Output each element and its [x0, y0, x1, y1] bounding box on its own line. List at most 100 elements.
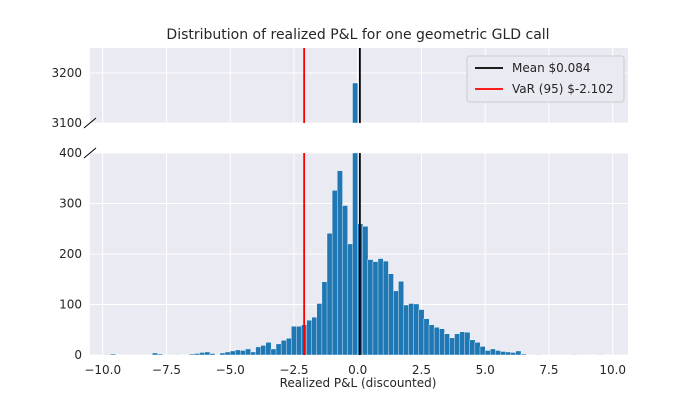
histogram-bar	[510, 352, 517, 356]
histogram-bar	[250, 351, 257, 356]
histogram-bar	[229, 350, 236, 356]
x-tick-label: −5.0	[216, 363, 245, 377]
histogram-bar	[500, 351, 506, 356]
lower-break-mark	[83, 147, 97, 159]
histogram-bar	[311, 316, 318, 356]
histogram-bar-upper	[352, 82, 359, 124]
histogram-bar	[484, 350, 491, 356]
histogram-bar	[296, 326, 302, 356]
histogram-bar	[110, 353, 116, 356]
lower-y-tick-label: 0	[74, 348, 82, 362]
histogram-bar	[245, 348, 251, 356]
upper-y-tick-labels: 3100 3200	[51, 66, 82, 130]
x-tick-label: −10.0	[84, 363, 121, 377]
lower-y-tick-labels: 0 100 200 300 400	[59, 146, 82, 362]
histogram-bar	[275, 343, 282, 356]
legend-box	[466, 55, 625, 103]
histogram-bar	[342, 205, 348, 356]
histogram-bar	[403, 304, 410, 356]
histogram-bar	[597, 354, 603, 356]
histogram-bar	[326, 233, 333, 356]
histogram-bar	[393, 290, 399, 356]
histogram-bar	[505, 351, 512, 356]
histogram-bar	[428, 324, 435, 356]
histogram-bar	[423, 318, 430, 356]
upper-bars	[352, 82, 359, 124]
histogram-bar	[571, 354, 578, 356]
histogram-bar	[204, 351, 211, 356]
chart-title: Distribution of realized P&L for one geo…	[166, 27, 549, 43]
histogram-bar	[224, 351, 231, 356]
histogram-bar	[520, 353, 527, 356]
histogram-bar	[408, 303, 415, 356]
upper-reference-lines	[303, 48, 361, 123]
histogram-bar	[372, 261, 379, 356]
upper-y-tick-label: 3100	[51, 116, 82, 130]
lower-y-tick-label: 200	[59, 247, 82, 261]
histogram-bar	[433, 327, 440, 356]
lower-reference-lines	[303, 153, 361, 355]
histogram-bar	[280, 340, 287, 356]
upper-y-tick-label: 3200	[51, 66, 82, 80]
histogram-bar	[449, 337, 455, 356]
lower-bars	[103, 152, 603, 356]
x-tick-label: 5.0	[476, 363, 495, 377]
histogram-bar	[535, 354, 542, 356]
histogram-bar	[306, 319, 313, 356]
histogram-bar	[173, 354, 180, 356]
histogram-bar	[469, 339, 476, 356]
histogram-bar	[219, 352, 226, 356]
histogram-bar	[398, 281, 404, 356]
histogram-bar	[260, 345, 267, 356]
histogram-bar	[479, 346, 486, 356]
axis-break-marks	[83, 117, 97, 159]
histogram-bar	[189, 353, 195, 356]
x-tick-labels: −10.0 −7.5 −5.0 −2.5 0.0 2.5 5.0 7.5 10.0	[84, 363, 626, 377]
histogram-bar	[235, 349, 241, 356]
histogram-bar	[316, 303, 323, 356]
x-tick-label: 2.5	[412, 363, 431, 377]
x-tick-label: 7.5	[539, 363, 558, 377]
histogram-bar	[240, 350, 246, 356]
lower-y-tick-label: 300	[59, 197, 82, 211]
histogram-bar	[336, 170, 343, 356]
histogram-bar	[103, 354, 110, 356]
lower-y-tick-label: 400	[59, 146, 82, 160]
histogram-bar	[367, 259, 374, 356]
histogram-bar	[152, 352, 158, 356]
histogram-bar	[347, 243, 353, 356]
histogram-bar	[489, 348, 496, 356]
histogram-bar	[377, 258, 384, 356]
histogram-bar	[382, 260, 389, 356]
histogram-bar	[352, 152, 359, 356]
histogram-bar	[464, 332, 471, 356]
lower-axes-panel: 0 100 200 300 400 −10.0 −7.5 −5.0 −2.5 0.0 2.5 5.0…	[59, 146, 628, 377]
legend-var-label: VaR (95) $-2.102	[512, 82, 614, 96]
histogram-bar	[454, 333, 461, 356]
histogram-bar	[459, 331, 466, 356]
histogram-bar	[209, 353, 216, 356]
lower-y-tick-label: 100	[59, 298, 82, 312]
histogram-bar	[270, 348, 277, 356]
histogram-bar	[286, 338, 292, 356]
x-tick-label: 0.0	[348, 363, 367, 377]
histogram-bar	[444, 333, 450, 356]
histogram-bar	[387, 273, 394, 356]
x-tick-label: −7.5	[152, 363, 181, 377]
histogram-bar	[331, 190, 338, 356]
histogram-bar	[515, 350, 522, 356]
histogram-bar	[291, 326, 297, 356]
histogram-bar	[194, 353, 200, 356]
histogram-bar	[199, 352, 206, 356]
histogram-bar	[321, 281, 328, 356]
histogram-bar	[157, 353, 163, 356]
legend: Mean $0.084 VaR (95) $-2.102	[466, 55, 625, 103]
upper-break-mark	[83, 117, 97, 129]
histogram-bar	[495, 350, 501, 356]
histogram-bar	[255, 346, 262, 356]
histogram-bar	[413, 303, 420, 356]
histogram-bar	[438, 328, 445, 356]
x-tick-label: 10.0	[599, 363, 626, 377]
x-tick-label: −2.5	[279, 363, 308, 377]
